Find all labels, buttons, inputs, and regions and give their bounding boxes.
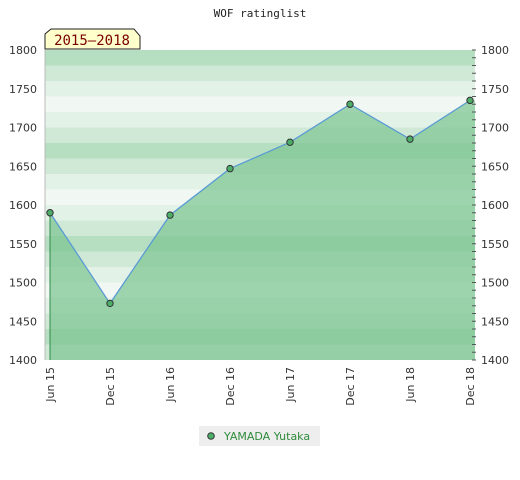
period-badge: 2015–2018 <box>44 28 141 50</box>
y-tick-label-left: 1650 <box>9 160 37 173</box>
series-area <box>50 100 475 360</box>
y-tick-label-right: 1500 <box>481 277 509 290</box>
y-tick-label-left: 1700 <box>9 122 37 135</box>
data-points <box>46 96 474 308</box>
x-tick-label: Jun 16 <box>164 367 177 403</box>
series-line <box>49 99 471 305</box>
data-point <box>106 299 114 308</box>
right-minor-ticks <box>472 49 476 361</box>
data-point <box>286 138 294 146</box>
y-tick-label-left: 1400 <box>9 354 37 367</box>
y-tick-label-left: 1800 <box>9 44 37 57</box>
y-tick-label-left: 1750 <box>9 83 37 96</box>
period-badge-text: 2015–2018 <box>54 33 130 49</box>
x-tick-label: Dec 15 <box>104 367 117 406</box>
y-tick-label-right: 1700 <box>481 122 509 135</box>
x-tick-label: Jun 18 <box>404 367 417 403</box>
background-band <box>45 65 475 81</box>
x-tick-label: Dec 17 <box>344 367 357 406</box>
background-band <box>45 112 475 128</box>
legend-marker <box>207 432 215 440</box>
x-tick-label: Jun 17 <box>284 367 297 403</box>
data-point <box>466 96 474 105</box>
data-point <box>346 100 354 108</box>
y-tick-label-right: 1550 <box>481 238 509 251</box>
y-tick-label-right: 1800 <box>481 44 509 57</box>
data-point <box>406 135 414 143</box>
y-tick-label-right: 1450 <box>481 315 509 328</box>
data-point <box>226 164 234 173</box>
area-layer <box>49 99 475 360</box>
y-tick-label-right: 1600 <box>481 199 509 212</box>
legend-box <box>199 426 320 446</box>
y-axis-left-labels: 1400 1450 1500 1550 1600 1650 1700 1750 1800 <box>9 44 37 367</box>
y-tick-label-right: 1750 <box>481 83 509 96</box>
y-tick-label-right: 1400 <box>481 354 509 367</box>
y-axis-right-labels: 1400 1450 1500 1550 1600 1650 1700 1750 1800 <box>481 44 509 367</box>
legend: YAMADA Yutaka <box>199 426 320 446</box>
background-band <box>45 50 475 66</box>
x-tick-label: Dec 18 <box>464 367 477 406</box>
period-badge-box <box>44 28 141 50</box>
x-tick-label: Jun 15 <box>44 367 57 403</box>
x-axis-labels: Jun 15 Dec 15 Jun 16 Dec 16 Jun 17 Dec 17 Jun … <box>44 367 477 406</box>
chart-title: WOF ratinglist <box>214 7 307 20</box>
y-tick-label-left: 1550 <box>9 238 37 251</box>
y-tick-label-right: 1650 <box>481 160 509 173</box>
y-tick-label-left: 1450 <box>9 315 37 328</box>
y-tick-label-left: 1500 <box>9 277 37 290</box>
x-tick-label: Dec 16 <box>224 367 237 406</box>
data-point <box>46 209 54 217</box>
background-band <box>45 96 475 112</box>
y-tick-label-left: 1600 <box>9 199 37 212</box>
legend-label: YAMADA Yutaka <box>223 430 310 443</box>
data-point <box>166 211 174 219</box>
background-band <box>45 81 475 97</box>
